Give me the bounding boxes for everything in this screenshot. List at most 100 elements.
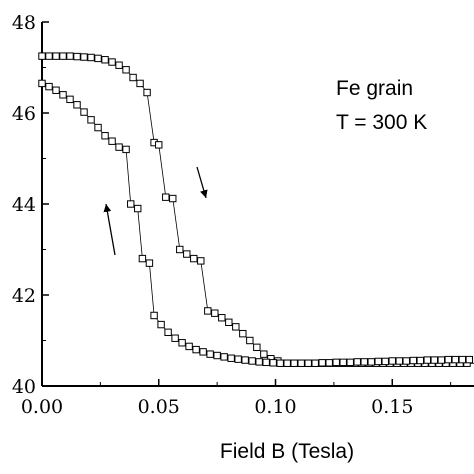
x-tick-label: 0.10 xyxy=(254,396,296,418)
data-point xyxy=(388,357,396,365)
data-point xyxy=(80,108,88,116)
data-point xyxy=(253,343,261,352)
data-point xyxy=(213,351,221,360)
data-point xyxy=(150,311,158,320)
data-point xyxy=(381,357,389,366)
data-point xyxy=(155,141,163,149)
data-point xyxy=(367,358,375,366)
data-point xyxy=(190,254,198,263)
arrow-decreasing xyxy=(196,166,208,199)
data-point xyxy=(38,52,46,60)
data-point xyxy=(73,52,81,61)
data-point xyxy=(183,250,191,258)
data-point xyxy=(66,52,74,60)
data-point xyxy=(234,355,242,363)
data-point xyxy=(197,257,205,265)
data-point xyxy=(318,359,326,367)
data-point xyxy=(122,145,130,154)
data-point xyxy=(136,79,144,88)
data-point xyxy=(94,54,102,63)
data-point xyxy=(145,259,154,267)
data-point xyxy=(218,314,226,322)
data-point xyxy=(164,328,172,337)
data-point xyxy=(416,356,424,365)
data-point xyxy=(87,116,95,124)
data-point xyxy=(211,309,219,317)
data-point xyxy=(108,137,116,145)
data-point xyxy=(255,358,263,366)
data-point xyxy=(59,91,67,99)
data-point xyxy=(192,345,200,354)
data-point xyxy=(260,350,268,358)
data-point xyxy=(353,358,361,366)
data-point xyxy=(185,342,193,351)
data-point xyxy=(129,73,137,82)
data-point xyxy=(269,359,277,367)
data-point xyxy=(52,52,60,60)
data-point xyxy=(395,357,403,365)
data-point xyxy=(239,329,247,338)
annotation-sample: Fe grain xyxy=(336,77,413,100)
data-point xyxy=(178,339,186,347)
data-point xyxy=(176,245,184,254)
y-tick-label: 44 xyxy=(12,194,36,216)
data-point xyxy=(94,123,102,132)
data-point xyxy=(87,53,95,62)
y-tick-label: 46 xyxy=(12,103,36,125)
data-point xyxy=(346,358,354,367)
data-point xyxy=(157,320,165,329)
data-point xyxy=(199,348,207,356)
data-point xyxy=(262,358,270,367)
data-point xyxy=(101,132,109,140)
x-tick-label: 0.15 xyxy=(371,396,413,418)
data-point xyxy=(430,356,439,364)
data-point xyxy=(339,358,347,367)
data-point xyxy=(101,56,109,64)
data-point xyxy=(206,350,214,358)
annotation-temperature: T = 300 K xyxy=(336,111,427,134)
data-point xyxy=(52,86,60,94)
data-point xyxy=(45,52,53,60)
data-point xyxy=(59,52,67,60)
data-point xyxy=(374,357,382,366)
data-point xyxy=(458,355,467,364)
data-point xyxy=(437,356,446,364)
data-point xyxy=(225,318,233,327)
data-point xyxy=(80,53,88,61)
y-tick-label: 42 xyxy=(12,285,36,307)
data-point xyxy=(325,359,333,367)
data-point xyxy=(171,334,179,342)
data-point xyxy=(248,357,256,365)
arrow-layer xyxy=(103,166,208,256)
data-point xyxy=(290,359,298,367)
data-point xyxy=(115,61,123,69)
data-point xyxy=(332,358,340,367)
data-point xyxy=(204,307,212,315)
x-tick-label: 0.00 xyxy=(21,396,63,418)
data-layer xyxy=(38,52,474,367)
data-point xyxy=(444,355,453,364)
x-tick-label: 0.05 xyxy=(138,396,180,418)
y-tick-label: 40 xyxy=(12,376,36,398)
x-axis-title: Field B (Tesla) xyxy=(220,440,354,463)
data-point xyxy=(409,356,417,365)
data-point xyxy=(122,66,130,74)
y-tick-label: 48 xyxy=(12,12,36,34)
data-point xyxy=(311,359,319,367)
data-point xyxy=(423,356,431,364)
data-point xyxy=(246,336,254,345)
data-point xyxy=(220,353,228,361)
data-point xyxy=(134,204,142,213)
data-point xyxy=(138,254,147,263)
data-point xyxy=(127,200,135,208)
arrow-increasing xyxy=(103,203,116,256)
data-point xyxy=(143,88,151,97)
data-point xyxy=(115,143,123,151)
data-point xyxy=(276,359,284,367)
data-point xyxy=(465,355,474,364)
data-point xyxy=(304,359,312,367)
data-point xyxy=(108,58,116,66)
data-point xyxy=(283,359,291,367)
data-point xyxy=(169,194,177,203)
